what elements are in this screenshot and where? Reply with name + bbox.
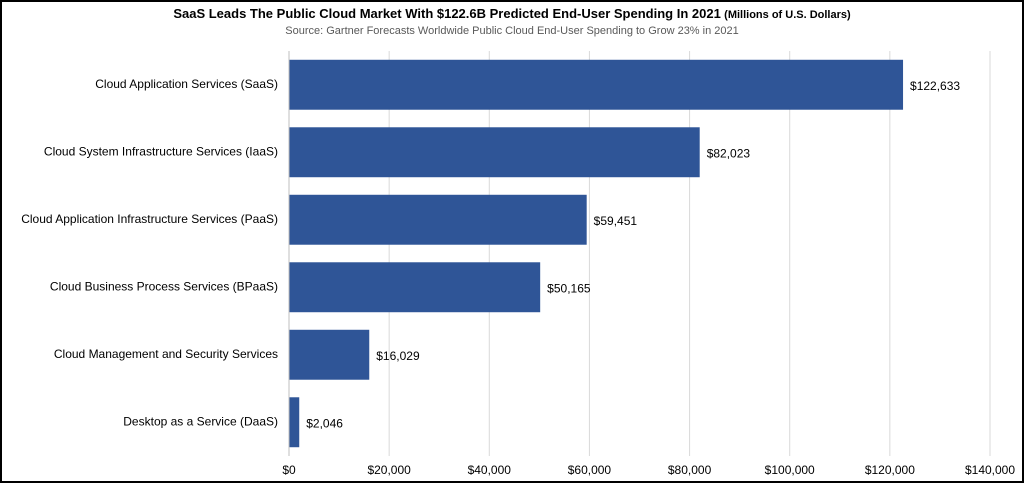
value-label: $2,046 xyxy=(306,416,343,430)
bar xyxy=(289,59,904,110)
value-label: $122,633 xyxy=(910,79,960,93)
value-label: $16,029 xyxy=(376,349,420,363)
x-tick-label: $20,000 xyxy=(367,463,411,477)
bar xyxy=(289,397,300,448)
bar xyxy=(289,329,370,380)
bar-layer: Cloud Application Services (SaaS) $122,63… xyxy=(21,51,960,456)
title-unit: (Millions of U.S. Dollars) xyxy=(724,9,851,21)
x-tick-label: $80,000 xyxy=(668,463,712,477)
y-tick-label: Cloud Management and Security Services xyxy=(54,347,278,361)
y-tick-label: Cloud System Infrastructure Services (Ia… xyxy=(44,144,278,158)
x-tick-label: $100,000 xyxy=(765,463,815,477)
value-label: $50,165 xyxy=(547,281,591,295)
y-tick-label: Cloud Application Infrastructure Service… xyxy=(21,212,278,226)
x-tick-label: $0 xyxy=(282,463,296,477)
value-label: $59,451 xyxy=(594,214,638,228)
y-tick-label: Cloud Application Services (SaaS) xyxy=(95,77,278,91)
value-label: $82,023 xyxy=(707,146,751,160)
chart-subtitle: Source: Gartner Forecasts Worldwide Publ… xyxy=(285,25,738,37)
x-tick-label: $40,000 xyxy=(468,463,512,477)
bar xyxy=(289,127,700,178)
x-tick-label: $60,000 xyxy=(568,463,612,477)
title-main: SaaS Leads The Public Cloud Market With … xyxy=(173,6,720,21)
x-tick-label: $120,000 xyxy=(865,463,915,477)
bar xyxy=(289,262,541,313)
x-tick-label: $140,000 xyxy=(965,463,1015,477)
bar xyxy=(289,194,587,245)
y-tick-label: Cloud Business Process Services (BPaaS) xyxy=(50,279,278,293)
y-tick-label: Desktop as a Service (DaaS) xyxy=(123,414,278,428)
chart-title: SaaS Leads The Public Cloud Market With … xyxy=(173,6,851,21)
